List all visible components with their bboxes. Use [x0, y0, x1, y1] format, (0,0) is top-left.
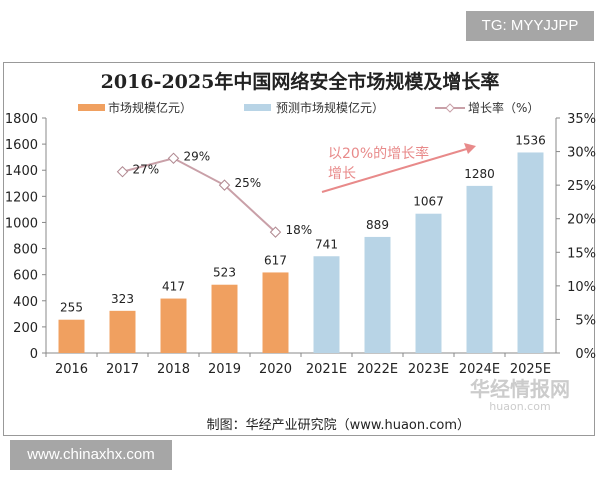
- bar: [415, 213, 442, 353]
- y-right-tick-label: 15%: [567, 246, 596, 261]
- growth-line: [122, 157, 277, 233]
- bar: [313, 256, 340, 353]
- chart-title: 2016-2025年中国网络安全市场规模及增长率: [101, 70, 500, 93]
- watermark-bottom: www.chinaxhx.com: [10, 440, 172, 470]
- legend-label-market: 市场规模亿元）: [108, 100, 192, 115]
- bar: [364, 236, 391, 353]
- bar: [466, 185, 493, 353]
- bar-data-label: 741: [315, 237, 338, 251]
- bar: [160, 298, 187, 353]
- x-tick-label: 2023E: [408, 362, 449, 377]
- bar-data-label: 1280: [464, 167, 495, 181]
- bar: [262, 272, 289, 353]
- legend-swatch-forecast: [244, 104, 271, 111]
- x-tick-label: 2025E: [510, 362, 551, 377]
- bar-data-label: 323: [111, 292, 134, 306]
- legend-label-forecast: 预测市场规模亿元）: [276, 100, 384, 115]
- watermark-top: TG: MYYJJPP: [466, 11, 594, 41]
- y-left-tick-label: 1800: [5, 112, 38, 127]
- logo-watermark: 华经情报网: [470, 377, 570, 401]
- y-left-tick-label: 1600: [5, 138, 38, 153]
- legend: 市场规模亿元） 预测市场规模亿元） 增长率（%）: [78, 100, 539, 115]
- growth-marker: [218, 179, 231, 191]
- growth-data-label: 25%: [235, 176, 262, 190]
- growth-data-label: 27%: [133, 163, 160, 177]
- y-right-tick-label: 10%: [567, 280, 596, 295]
- bar: [58, 319, 85, 353]
- growth-marker: [116, 166, 129, 178]
- bar-data-label: 1067: [413, 195, 444, 209]
- x-tick-label: 2017: [106, 362, 139, 377]
- growth-marker: [167, 152, 180, 164]
- growth-data-label: 29%: [184, 149, 211, 163]
- annotation-line1: 以20%的增长率: [328, 145, 429, 162]
- x-tick-label: 2020: [259, 362, 292, 377]
- bar-data-label: 255: [60, 301, 83, 315]
- y-right-tick-label: 35%: [567, 112, 596, 127]
- x-tick-label: 2019: [208, 362, 241, 377]
- x-tick-label: 2018: [157, 362, 190, 377]
- y-left-tick-label: 200: [13, 321, 38, 336]
- legend-marker-growth: [445, 103, 455, 113]
- legend-swatch-market: [78, 104, 105, 111]
- y-right-tick-label: 25%: [567, 179, 596, 194]
- y-right-tick-label: 20%: [567, 213, 596, 228]
- x-tick-label: 2022E: [357, 362, 398, 377]
- y-left-tick-label: 1200: [5, 190, 38, 205]
- y-left-tick-label: 800: [13, 243, 38, 258]
- bar: [109, 310, 136, 353]
- x-tick-label: 2024E: [459, 362, 500, 377]
- credit: 制图：华经产业研究院（www.huaon.com）: [207, 418, 470, 433]
- growth-marker: [269, 226, 282, 238]
- bar-data-label: 417: [162, 280, 185, 294]
- y-right-tick-label: 5%: [575, 313, 596, 328]
- x-tick-label: 2016: [55, 362, 88, 377]
- y-left-tick-label: 400: [13, 295, 38, 310]
- annotation-arrow: [321, 147, 471, 193]
- y-left-tick-label: 600: [13, 269, 38, 284]
- bar: [211, 284, 238, 353]
- growth-data-label: 18%: [286, 223, 313, 237]
- logo-watermark-sub: huaon.com: [489, 400, 550, 413]
- y-right-tick-label: 30%: [567, 146, 596, 161]
- x-tick-label: 2021E: [306, 362, 347, 377]
- bar: [517, 152, 544, 353]
- bar-data-label: 1536: [515, 133, 546, 147]
- bar-data-label: 889: [366, 218, 389, 232]
- bar-data-label: 617: [264, 253, 287, 267]
- y-left-tick-label: 0: [30, 347, 38, 362]
- annotation-line2: 增长: [328, 166, 356, 182]
- annotation-arrowhead: [464, 143, 476, 154]
- y-left-tick-label: 1000: [5, 216, 38, 231]
- y-left-tick-label: 1400: [5, 164, 38, 179]
- y-right-tick-label: 0%: [575, 347, 596, 362]
- chart-frame: [3, 62, 595, 436]
- bar-data-label: 523: [213, 266, 236, 280]
- legend-label-growth: 增长率（%）: [468, 100, 539, 115]
